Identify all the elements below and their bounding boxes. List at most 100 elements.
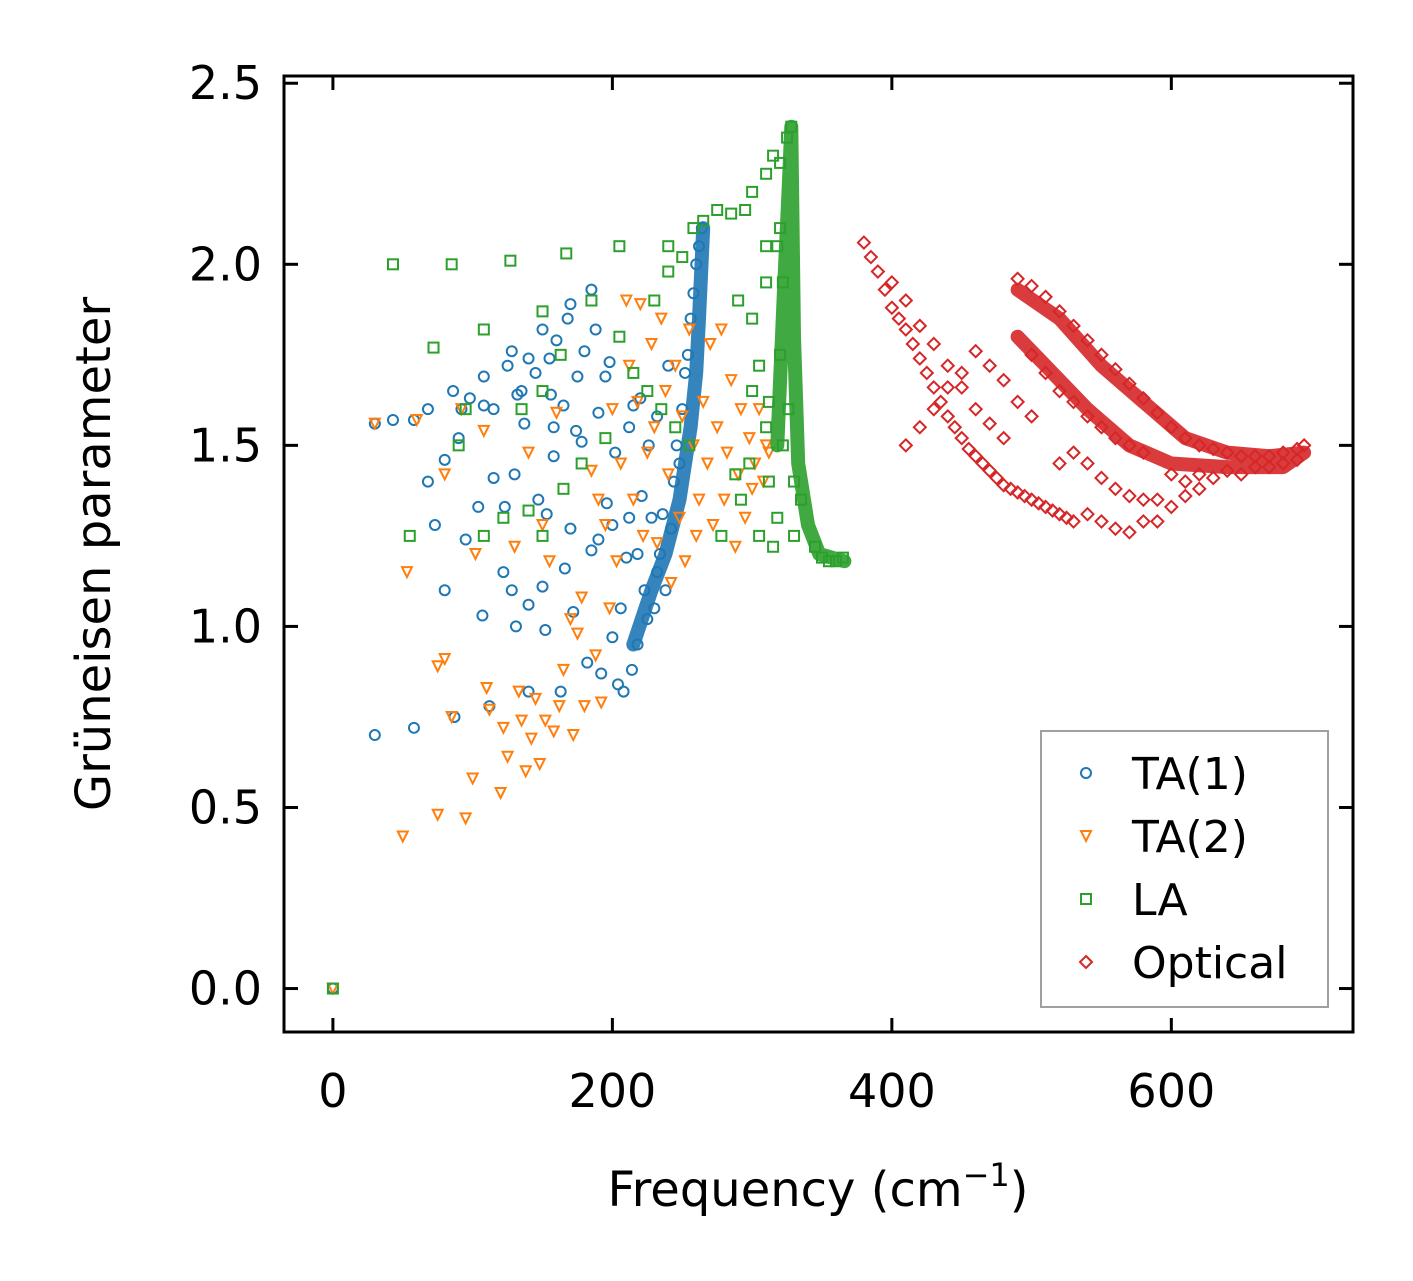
- data-point: [368, 417, 382, 431]
- data-point: [774, 348, 787, 361]
- data-point: [670, 439, 683, 452]
- data-point: [564, 522, 577, 535]
- data-point: [519, 765, 533, 779]
- data-point: [529, 366, 542, 379]
- data-point: [533, 758, 547, 772]
- data-point: [975, 456, 991, 471]
- legend-marker: [1078, 954, 1094, 970]
- data-point: [648, 602, 661, 615]
- data-point: [400, 566, 414, 580]
- data-point: [774, 156, 787, 169]
- data-point: [767, 540, 780, 553]
- data-point: [438, 584, 451, 597]
- data-point: [1024, 408, 1040, 424]
- data-point: [898, 437, 914, 453]
- x-tick-label: 0: [318, 1064, 347, 1118]
- data-point: [788, 475, 801, 488]
- data-point: [1149, 492, 1165, 508]
- data-point: [1024, 278, 1040, 294]
- data-point: [954, 365, 970, 381]
- data-point: [482, 703, 497, 717]
- data-point: [614, 602, 627, 615]
- data-point: [550, 334, 563, 347]
- data-point: [641, 613, 654, 626]
- data-point: [734, 493, 747, 506]
- data-point: [1205, 441, 1221, 457]
- data-point: [584, 464, 599, 478]
- plot-frame: [282, 74, 1355, 1034]
- legend-marker: [1080, 893, 1092, 905]
- data-point: [795, 493, 808, 506]
- data-point: [743, 457, 756, 470]
- y-tick-label: 1.5: [189, 418, 262, 472]
- data-point: [554, 348, 567, 361]
- data-point: [776, 276, 789, 289]
- data-point: [1052, 383, 1067, 399]
- data-point: [982, 416, 998, 432]
- data-point: [815, 551, 828, 564]
- data-point: [1135, 390, 1151, 406]
- data-point: [822, 555, 835, 568]
- data-point: [592, 406, 605, 419]
- y-tick-label: 2.5: [189, 56, 262, 110]
- data-point: [1080, 332, 1095, 348]
- data-point: [447, 385, 460, 398]
- legend-marker: [1080, 767, 1092, 779]
- data-point: [522, 504, 535, 517]
- data-point: [782, 403, 795, 416]
- data-point: [679, 366, 692, 379]
- data-point: [477, 370, 490, 383]
- data-point: [724, 374, 738, 388]
- data-point: [1149, 513, 1165, 529]
- data-point: [427, 341, 440, 354]
- data-point: [539, 624, 552, 637]
- data-point: [609, 555, 624, 569]
- x-axis-title-superscript: −1: [963, 1156, 1010, 1194]
- data-point: [1010, 394, 1026, 410]
- data-point: [591, 493, 606, 507]
- data-point: [543, 352, 556, 365]
- data-point: [585, 544, 598, 557]
- data-point: [1205, 470, 1221, 486]
- data-point: [407, 721, 420, 734]
- data-point: [1066, 513, 1081, 529]
- data-point: [947, 419, 963, 435]
- data-point: [1275, 456, 1291, 471]
- data-point: [693, 240, 706, 253]
- data-point: [438, 453, 451, 466]
- data-point: [535, 519, 550, 533]
- data-point: [1247, 459, 1263, 475]
- data-point: [466, 772, 480, 786]
- data-point: [515, 403, 528, 416]
- x-tick-label: 600: [1127, 1064, 1215, 1118]
- data-point: [1080, 408, 1095, 424]
- data-point: [558, 562, 571, 575]
- data-point: [477, 323, 490, 336]
- data-point: [557, 399, 570, 412]
- data-point: [514, 714, 529, 728]
- data-point: [547, 725, 561, 739]
- data-point: [1177, 430, 1193, 446]
- y-tick-label: 2.0: [189, 237, 262, 291]
- data-point: [752, 403, 766, 417]
- data-point: [675, 410, 689, 424]
- data-point: [598, 519, 613, 533]
- data-point: [961, 441, 977, 457]
- data-point: [623, 421, 636, 434]
- data-point: [570, 424, 583, 437]
- data-point: [1024, 347, 1040, 363]
- data-point: [564, 298, 577, 311]
- data-point: [547, 421, 560, 434]
- data-point: [428, 519, 441, 532]
- data-point: [1219, 463, 1235, 479]
- data-point: [368, 729, 381, 742]
- data-point: [717, 493, 731, 507]
- data-point: [771, 511, 784, 524]
- data-point: [687, 287, 700, 300]
- data-point: [1038, 499, 1053, 515]
- data-point: [771, 240, 784, 253]
- data-point: [1191, 481, 1207, 497]
- data-point: [640, 446, 654, 460]
- data-point: [575, 591, 589, 605]
- data-point: [968, 401, 984, 417]
